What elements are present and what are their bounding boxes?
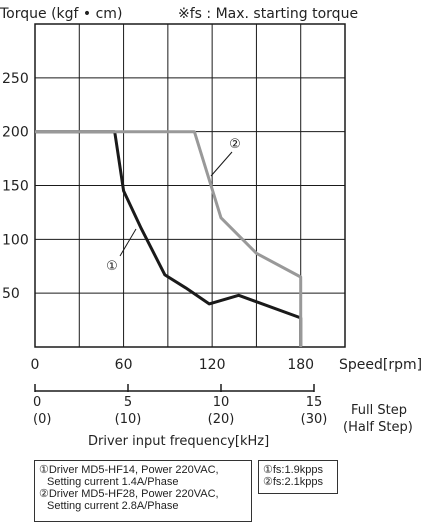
driver-legend: ①Driver MD5-HF14, Power 220VAC, Setting … (34, 460, 252, 522)
series-marker-leader-2 (210, 151, 233, 177)
frequency-half-step-label: (Half Step) (343, 420, 413, 435)
fs-legend-line-1: ①fs:1.9kpps (263, 464, 324, 476)
x-tick-label: 120 (199, 357, 226, 373)
frequency-tick-label-full: 0 (33, 395, 41, 410)
x-tick-label: 60 (115, 357, 133, 373)
series-marker-1: ① (106, 259, 118, 274)
y-tick-label: 150 (2, 179, 29, 195)
x-tick-label: 0 (31, 357, 40, 373)
plot-frame (34, 23, 346, 348)
fs-legend: ①fs:1.9kpps ②fs:2.1kpps (258, 460, 338, 494)
series-marker-2: ② (229, 137, 241, 152)
y-tick-label: 100 (2, 232, 29, 248)
frequency-tick-label-full: 15 (306, 395, 323, 410)
series-line-1 (35, 130, 303, 347)
legend-line-3: ②Driver MD5-HF28, Power 220VAC, (39, 488, 219, 500)
x-axis-label: Speed[rpm] (339, 357, 422, 373)
frequency-tick-label-half: (30) (301, 412, 328, 427)
frequency-tick-label-full: 10 (213, 395, 230, 410)
frequency-tick-label-half: (20) (208, 412, 235, 427)
y-tick-label: 250 (2, 71, 29, 87)
frequency-tick-label-half: (0) (33, 412, 51, 427)
frequency-tick-label-half: (10) (115, 412, 142, 427)
fs-legend-line-2: ②fs:2.1kpps (263, 476, 324, 488)
frequency-axis-title: Driver input frequency[kHz] (88, 434, 269, 449)
frequency-full-step-label: Full Step (351, 403, 407, 418)
y-axis-label: Torque (kgf • cm) (0, 6, 122, 22)
chart-note: ※fs : Max. starting torque (178, 6, 358, 22)
y-tick-label: 50 (2, 286, 20, 302)
legend-line-4: Setting current 2.8A/Phase (47, 500, 179, 512)
series-line-2 (35, 130, 303, 347)
frequency-tick-label-full: 5 (124, 395, 132, 410)
grid (35, 24, 345, 347)
series-marker-leader-1 (119, 228, 137, 257)
legend-line-2: Setting current 1.4A/Phase (47, 476, 179, 488)
x-tick-label: 180 (287, 357, 314, 373)
y-tick-label: 200 (2, 125, 29, 141)
legend-line-1: ①Driver MD5-HF14, Power 220VAC, (39, 464, 219, 476)
